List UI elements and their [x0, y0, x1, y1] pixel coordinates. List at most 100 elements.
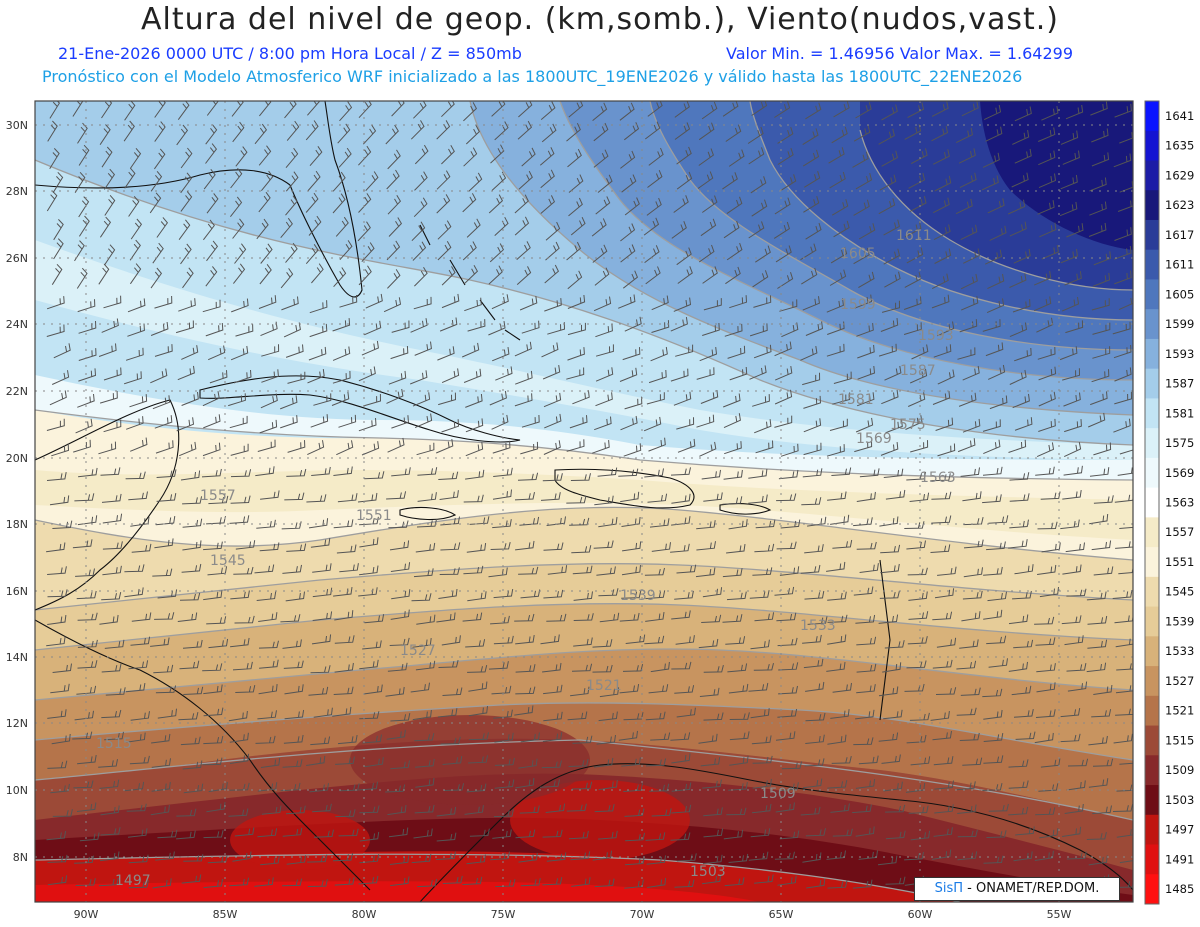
colorbar-swatch: [1145, 874, 1159, 905]
wind-barb: [205, 266, 218, 287]
wind-barb: [885, 830, 906, 840]
wind-barb: [154, 415, 173, 429]
wind-barb: [910, 830, 931, 841]
wind-barb: [804, 544, 824, 554]
wind-barb: [908, 805, 929, 814]
wind-barb: [982, 152, 1000, 168]
wind-barb: [677, 266, 693, 284]
wind-barb: [1064, 271, 1082, 286]
wind-barb: [337, 493, 358, 503]
wind-barb: [545, 221, 561, 241]
wind-barb: [931, 294, 950, 309]
wind-barb: [1060, 708, 1081, 718]
lat-label: 18N: [6, 518, 28, 531]
wind-barb: [592, 639, 613, 648]
wind-barb: [701, 874, 722, 885]
wind-barb: [515, 686, 536, 695]
wind-barb: [332, 370, 351, 384]
wind-barb: [676, 171, 693, 190]
wind-barb: [802, 149, 820, 167]
wind-barb: [259, 264, 272, 285]
wind-barb: [881, 104, 898, 121]
wind-barb: [1119, 132, 1133, 144]
wind-barb: [624, 316, 642, 332]
wind-barb: [467, 664, 488, 673]
wind-barb: [543, 711, 563, 722]
wind-barb: [729, 731, 750, 741]
wind-barb: [468, 755, 489, 764]
wind-barb: [800, 806, 821, 816]
wind-barb: [592, 850, 612, 861]
wind-barb: [1119, 860, 1133, 864]
lat-label: 28N: [6, 185, 28, 198]
wind-barb: [671, 782, 692, 792]
wind-barb: [541, 123, 557, 143]
wind-barb: [1092, 346, 1111, 359]
wind-barb: [807, 516, 827, 527]
lat-label: 30N: [6, 119, 28, 132]
wind-barb: [853, 737, 874, 746]
wind-barb: [781, 761, 803, 770]
wind-barb: [959, 732, 980, 741]
wind-barb: [1119, 526, 1133, 529]
wind-barb: [651, 320, 670, 333]
wind-barb: [911, 344, 929, 360]
wind-barb: [1036, 317, 1054, 333]
wind-barb: [359, 659, 379, 670]
wind-barb: [177, 365, 195, 381]
wind-barb: [726, 591, 747, 601]
south-america-coast: [419, 763, 1133, 902]
wind-barb: [1117, 200, 1133, 212]
wind-barb: [412, 392, 431, 407]
colorbar-swatch: [1145, 279, 1159, 310]
wind-barb: [310, 538, 331, 548]
wind-barb: [104, 731, 124, 741]
wind-barb: [856, 541, 877, 550]
wind-barb: [859, 563, 879, 573]
wind-barb: [596, 735, 616, 745]
wind-barb: [573, 637, 593, 647]
wind-barb: [514, 194, 529, 214]
wind-barb: [412, 638, 432, 648]
wind-barb: [150, 267, 163, 289]
wind-barb: [183, 854, 204, 862]
wind-barb: [955, 198, 973, 215]
wind-barb: [441, 266, 456, 286]
wind-barb: [490, 144, 505, 164]
wind-barb: [383, 297, 402, 313]
wind-barb: [643, 416, 662, 432]
colorbar-swatch: [1145, 309, 1159, 340]
wind-barb: [827, 780, 848, 789]
wind-barb: [1087, 639, 1108, 649]
wind-barb: [729, 755, 749, 766]
wind-barb: [909, 492, 930, 502]
wind-barb: [388, 827, 409, 838]
wind-barb: [934, 780, 954, 790]
wind-barb: [649, 518, 670, 528]
wind-barb: [53, 343, 71, 359]
wind-barb: [235, 324, 254, 337]
wind-barb: [545, 241, 560, 261]
wind-barb: [701, 101, 718, 120]
wind-barb: [932, 149, 950, 165]
wind-barb: [885, 489, 906, 500]
wind-barb: [286, 468, 307, 477]
wind-barb: [104, 194, 116, 216]
wind-barb: [676, 707, 696, 718]
wind-barb: [390, 562, 411, 572]
wind-barb: [1091, 152, 1110, 167]
wind-barb: [182, 540, 202, 551]
wind-barb: [931, 273, 949, 290]
wind-barb: [386, 729, 406, 740]
wind-barb: [386, 491, 407, 500]
wind-barb: [748, 221, 765, 239]
contour-label: 1599: [840, 297, 876, 313]
wind-barb: [802, 852, 822, 863]
wind-barb: [833, 220, 850, 238]
wind-barb: [910, 440, 929, 453]
wind-barb: [439, 317, 458, 332]
wind-barb: [724, 441, 742, 455]
wind-barb: [542, 877, 563, 886]
wind-barb: [53, 238, 64, 260]
colorbar-label: 1587: [1165, 377, 1194, 391]
